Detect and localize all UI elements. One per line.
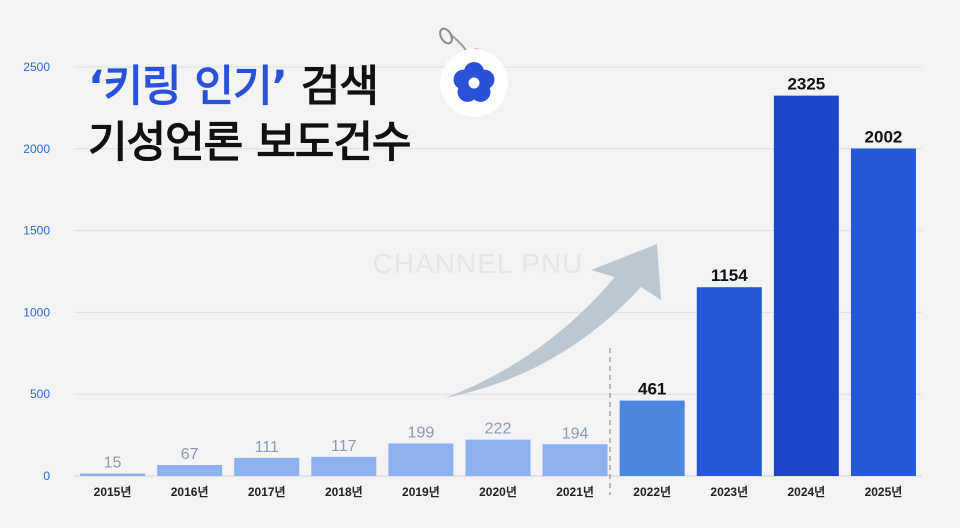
x-tick-label: 2021년	[556, 485, 594, 499]
chart-title-line-2: 기성언론 보도건수	[88, 118, 411, 168]
data-label: 461	[638, 380, 666, 399]
y-tick-label: 0	[43, 469, 50, 483]
y-tick-label: 2000	[23, 142, 50, 156]
x-tick-label: 2022년	[633, 485, 671, 499]
watermark: CHANNEL PNU	[373, 248, 584, 279]
bar	[157, 465, 223, 476]
title-rest-text: 검색	[300, 62, 379, 112]
y-axis-tick-labels: 0 500 1000 1500 2000 2500	[23, 60, 50, 483]
watermark-text: CHANNEL PNU	[373, 248, 584, 279]
x-tick-label: 2018년	[325, 485, 363, 499]
x-tick-label: 2023년	[710, 485, 748, 499]
x-tick-label: 2017년	[248, 485, 286, 499]
bar	[850, 148, 916, 477]
y-tick-label: 1000	[23, 305, 50, 319]
chart-title-line-1: ‘키링 인기’ 검색	[88, 52, 379, 114]
data-label: 194	[562, 425, 589, 442]
bar	[80, 473, 146, 476]
x-tick-label: 2016년	[171, 485, 209, 499]
bar	[311, 456, 377, 476]
data-labels: 15 67 111 117 199 222 194 461 1154 2325 2002	[104, 75, 903, 472]
data-label: 199	[408, 424, 435, 441]
data-label: 15	[104, 455, 122, 472]
bar	[696, 287, 762, 476]
x-tick-label: 2020년	[479, 485, 517, 499]
keyring-icon	[439, 27, 508, 117]
x-tick-label: 2015년	[94, 485, 132, 499]
bar	[619, 400, 685, 476]
data-label: 2002	[865, 127, 903, 146]
bar	[388, 443, 454, 476]
bar	[465, 439, 531, 476]
title-accent-text: ‘키링 인기’	[88, 62, 288, 112]
flower-icon	[453, 62, 495, 102]
data-label: 1154	[711, 266, 748, 285]
data-label: 222	[485, 421, 512, 438]
bars	[80, 95, 916, 477]
x-tick-label: 2024년	[787, 485, 825, 499]
bar	[773, 95, 839, 476]
bar	[234, 457, 300, 476]
y-tick-label: 500	[30, 387, 50, 401]
y-tick-label: 1500	[23, 224, 50, 238]
y-tick-label: 2500	[23, 60, 50, 74]
flower-center	[468, 77, 480, 89]
bar	[542, 444, 608, 476]
x-tick-label: 2019년	[402, 485, 440, 499]
x-axis-tick-labels: 2015년 2016년 2017년 2018년 2019년 2020년 2021년 2022년…	[94, 485, 903, 499]
data-label: 67	[181, 446, 199, 463]
growth-arrow	[445, 244, 661, 398]
keyring-clasp	[439, 27, 453, 45]
data-label: 2325	[787, 75, 825, 94]
x-tick-label: 2025년	[865, 485, 903, 499]
data-label: 111	[255, 439, 279, 456]
data-label: 117	[331, 438, 357, 455]
